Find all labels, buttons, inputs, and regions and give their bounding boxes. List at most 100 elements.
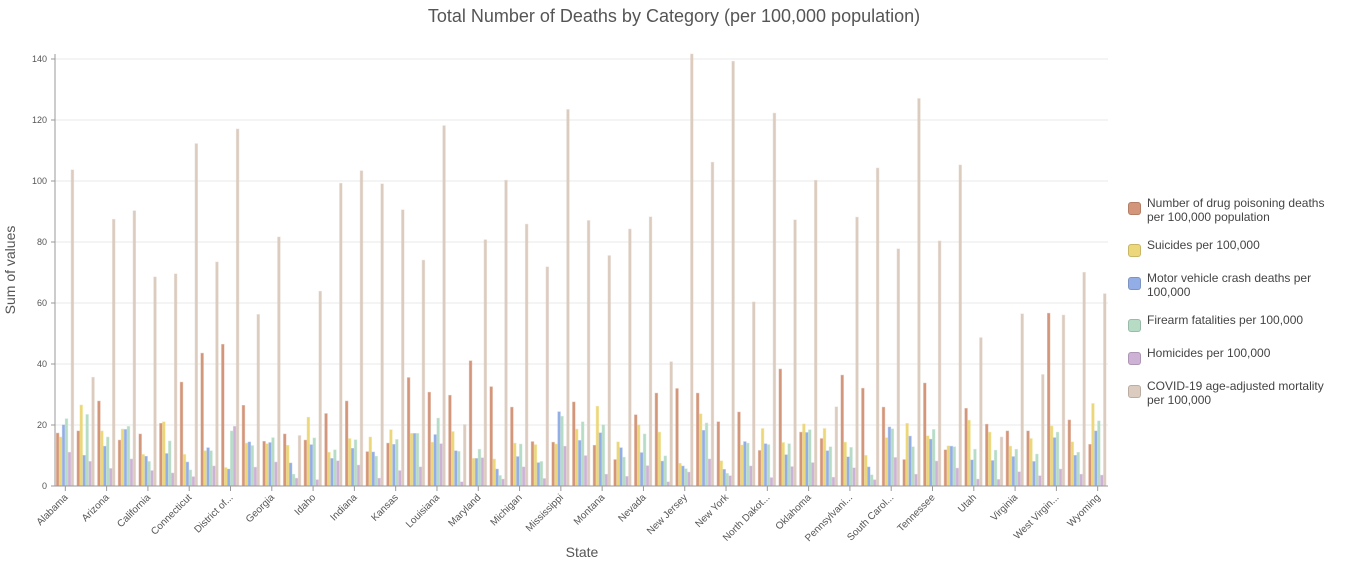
bar[interactable]: Missouri — Homicides per 100,000: 9.9: [583, 455, 588, 487]
bar[interactable]: South Carolina — Motor vehicle crash dea…: [887, 426, 892, 487]
bar[interactable]: Idaho — Motor vehicle crash deaths per 1…: [309, 444, 313, 487]
bar[interactable]: Oregon — COVID-19 age-adjusted mortality…: [834, 406, 839, 487]
bar[interactable]: Louisiana — Number of drug poisoning dea…: [427, 391, 431, 487]
bar[interactable]: Rhode Island — Suicides per 100,000: 10: [864, 455, 868, 487]
bar[interactable]: South Carolina — Firearm fatalities per …: [890, 428, 895, 487]
bar[interactable]: Maryland — Suicides per 100,000: 9: [471, 458, 476, 487]
bar[interactable]: Illinois — Number of drug poisoning deat…: [324, 413, 328, 487]
bar[interactable]: Montana — Motor vehicle crash deaths per…: [598, 432, 603, 487]
bar[interactable]: Pennsylvania — Motor vehicle crash death…: [846, 456, 850, 487]
bar[interactable]: Iowa — Homicides per 100,000: 2.5: [377, 477, 381, 487]
bar[interactable]: New Hampshire — COVID-19 age-adjusted mo…: [669, 361, 673, 487]
bar[interactable]: Florida — Firearm fatalities per 100,000…: [250, 445, 255, 487]
bar[interactable]: Minnesota — COVID-19 age-adjusted mortal…: [545, 266, 549, 487]
bar[interactable]: Maryland — Firearm fatalities per 100,00…: [477, 448, 482, 487]
bar[interactable]: Oklahoma — Suicides per 100,000: 20.3: [802, 423, 806, 487]
bar[interactable]: Missouri — COVID-19 age-adjusted mortali…: [586, 220, 591, 487]
bar[interactable]: Georgia — Firearm fatalities per 100,000…: [271, 437, 275, 487]
bar[interactable]: Rhode Island — Motor vehicle crash death…: [867, 466, 871, 487]
bar[interactable]: Rhode Island — Number of drug poisoning …: [861, 387, 865, 487]
bar[interactable]: California — Number of drug poisoning de…: [138, 433, 142, 487]
bar[interactable]: Michigan — Suicides per 100,000: 14: [513, 442, 517, 487]
bar[interactable]: Hawaii — Suicides per 100,000: 13.3: [286, 444, 290, 487]
bar[interactable]: Washington — Homicides per 100,000: 3.3: [1038, 475, 1042, 487]
bar[interactable]: Ohio — Homicides per 100,000: 6.3: [790, 466, 794, 487]
bar[interactable]: Wyoming — Suicides per 100,000: 27: [1091, 403, 1095, 487]
bar[interactable]: Wyoming — Number of drug poisoning death…: [1088, 444, 1092, 487]
bar[interactable]: Ohio — Suicides per 100,000: 14.2: [781, 442, 785, 487]
bar[interactable]: Illinois — Suicides per 100,000: 11: [327, 451, 331, 487]
bar[interactable]: Alabama — Homicides per 100,000: 11: [67, 451, 72, 487]
bar[interactable]: Mississippi — Homicides per 100,000: 13: [563, 445, 567, 487]
bar[interactable]: Oregon — Number of drug poisoning deaths…: [819, 438, 824, 487]
bar[interactable]: New Hampshire — Motor vehicle crash deat…: [660, 460, 664, 487]
bar[interactable]: New York — Suicides per 100,000: 8.2: [719, 460, 723, 487]
bar[interactable]: Iowa — Firearm fatalities per 100,000: 9…: [374, 455, 378, 487]
bar[interactable]: New Hampshire — Suicides per 100,000: 17…: [657, 431, 662, 487]
bar[interactable]: Florida — Number of drug poisoning death…: [241, 404, 246, 487]
bar[interactable]: Tennessee — Homicides per 100,000: 8.1: [934, 460, 939, 487]
bar[interactable]: Wisconsin — COVID-19 age-adjusted mortal…: [1082, 272, 1086, 487]
bar[interactable]: Arizona — Firearm fatalities per 100,000…: [106, 436, 110, 487]
bar[interactable]: Arkansas — COVID-19 age-adjusted mortali…: [132, 210, 137, 487]
bar[interactable]: Rhode Island — Homicides per 100,000: 2: [873, 479, 877, 487]
bar[interactable]: California — Suicides per 100,000: 10.3: [141, 454, 145, 487]
legend-item[interactable]: Homicides per 100,000: [1128, 346, 1343, 365]
bar[interactable]: Nevada — Firearm fatalities per 100,000:…: [642, 433, 647, 487]
bar[interactable]: Louisiana — Suicides per 100,000: 14.3: [430, 441, 434, 487]
bar[interactable]: South Dakota — COVID-19 age-adjusted mor…: [917, 98, 921, 487]
bar[interactable]: Texas — Homicides per 100,000: 5.8: [955, 467, 959, 487]
bar[interactable]: New Jersey — Homicides per 100,000: 4.5: [687, 471, 691, 487]
bar[interactable]: North Dakota — Motor vehicle crash death…: [763, 443, 768, 487]
bar[interactable]: Iowa — COVID-19 age-adjusted mortality p…: [380, 183, 384, 487]
bar[interactable]: Alaska — Suicides per 100,000: 26.5: [79, 404, 83, 487]
bar[interactable]: Connecticut — Motor vehicle crash deaths…: [185, 461, 190, 487]
bar[interactable]: Pennsylvania — COVID-19 age-adjusted mor…: [855, 216, 859, 487]
bar[interactable]: Virginia — Number of drug poisoning deat…: [1005, 430, 1010, 487]
bar[interactable]: Wisconsin — Suicides per 100,000: 14.4: [1070, 441, 1074, 487]
bar[interactable]: California — Motor vehicle crash deaths …: [144, 455, 148, 487]
bar[interactable]: Washington — Number of drug poisoning de…: [1026, 430, 1030, 487]
bar[interactable]: Arkansas — Number of drug poisoning deat…: [117, 439, 122, 487]
bar[interactable]: Kentucky — Firearm fatalities per 100,00…: [415, 433, 420, 487]
bar[interactable]: Alaska — Firearm fatalities per 100,000:…: [85, 414, 89, 487]
bar[interactable]: Massachusetts — Suicides per 100,000: 8.…: [492, 458, 496, 487]
bar[interactable]: Mississippi — Number of drug poisoning d…: [551, 441, 555, 487]
bar[interactable]: Alaska — Homicides per 100,000: 8: [88, 461, 92, 487]
bar[interactable]: Georgia — Number of drug poisoning death…: [262, 440, 266, 487]
bar[interactable]: Georgia — COVID-19 age-adjusted mortalit…: [277, 236, 281, 487]
bar[interactable]: Arizona — Homicides per 100,000: 5.7: [109, 468, 113, 487]
legend-item[interactable]: Motor vehicle crash deaths per 100,000: [1128, 271, 1343, 299]
bar[interactable]: West Virginia — Homicides per 100,000: 5…: [1058, 468, 1063, 487]
bar[interactable]: North Dakota — Firearm fatalities per 10…: [766, 444, 771, 487]
bar[interactable]: California — Firearm fatalities per 100,…: [147, 461, 151, 487]
bar[interactable]: Hawaii — COVID-19 age-adjusted mortality…: [297, 435, 302, 487]
bar[interactable]: Colorado — COVID-19 age-adjusted mortali…: [173, 273, 178, 487]
bar[interactable]: Kentucky — Homicides per 100,000: 6.2: [418, 466, 423, 487]
bar[interactable]: Arizona — Suicides per 100,000: 18: [100, 430, 104, 487]
bar[interactable]: Kansas — Firearm fatalities per 100,000:…: [395, 439, 399, 487]
bar[interactable]: Florida — Suicides per 100,000: 14: [244, 442, 249, 487]
bar[interactable]: Georgia — Suicides per 100,000: 13.8: [265, 443, 269, 487]
bar[interactable]: Wisconsin — Homicides per 100,000: 3.8: [1079, 473, 1083, 487]
bar[interactable]: Tennessee — Suicides per 100,000: 16.4: [926, 435, 930, 487]
bar[interactable]: Ohio — COVID-19 age-adjusted mortality p…: [793, 219, 797, 487]
bar[interactable]: Alaska — Number of drug poisoning deaths…: [76, 430, 80, 487]
bar[interactable]: Hawaii — Motor vehicle crash deaths per …: [288, 462, 293, 487]
bar[interactable]: Delaware — Firearm fatalities per 100,00…: [209, 450, 213, 487]
bar[interactable]: Rhode Island — Firearm fatalities per 10…: [870, 474, 874, 487]
bar[interactable]: Oklahoma — Number of drug poisoning deat…: [799, 431, 803, 487]
bar[interactable]: Vermont — Suicides per 100,000: 17.6: [988, 431, 992, 487]
bar[interactable]: North Dakota — Number of drug poisoning …: [757, 450, 762, 487]
bar[interactable]: Connecticut — Suicides per 100,000: 10.3: [182, 454, 187, 487]
bar[interactable]: Oklahoma — Motor vehicle crash deaths pe…: [805, 432, 809, 487]
bar[interactable]: Louisiana — Homicides per 100,000: 13.8: [439, 443, 443, 487]
bar[interactable]: Florida — Homicides per 100,000: 6.1: [253, 466, 257, 487]
bar[interactable]: Virginia — Homicides per 100,000: 4.6: [1017, 471, 1021, 487]
bar[interactable]: Maryland — Motor vehicle crash deaths pe…: [474, 458, 479, 487]
bar[interactable]: Mississippi — Motor vehicle crash deaths…: [557, 411, 561, 487]
bar[interactable]: Kansas — Number of drug poisoning deaths…: [386, 442, 390, 487]
bar[interactable]: Utah — Homicides per 100,000: 2.2: [976, 478, 980, 487]
bar[interactable]: Utah — COVID-19 age-adjusted mortality p…: [979, 337, 983, 487]
bar[interactable]: New York — Motor vehicle crash deaths pe…: [722, 469, 726, 487]
